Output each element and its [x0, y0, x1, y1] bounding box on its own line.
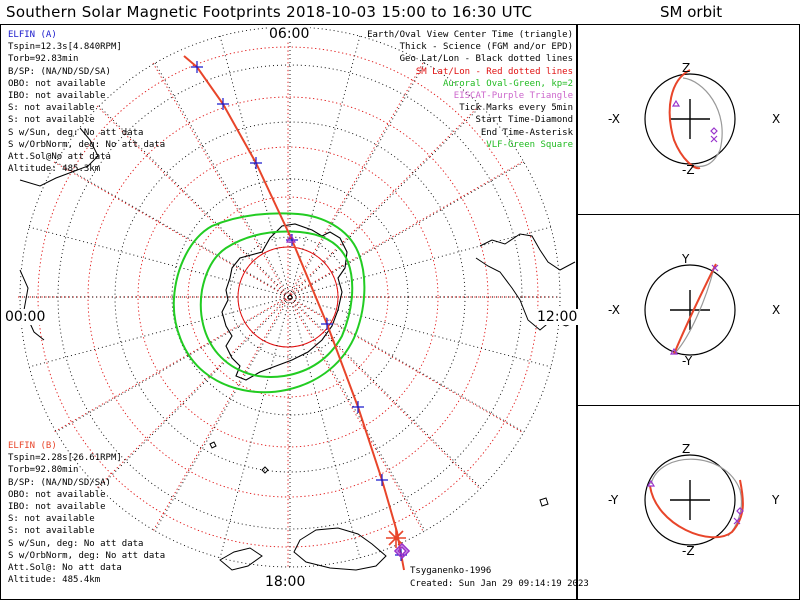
elfin-a-info-line: S: not available: [8, 115, 95, 126]
legend-entry: VLF-Green Square: [486, 139, 573, 150]
sm-pole-circle: [237, 246, 339, 348]
orbit-panel-1-drawing: [644, 69, 736, 170]
australia-coastline: [293, 527, 387, 571]
orbit-axis-label-right: X: [772, 112, 781, 126]
orbit-axis-label-left: -X: [608, 303, 620, 317]
view-center-triangle: [285, 233, 297, 243]
orbit-panel-title: SM orbit: [660, 3, 723, 21]
elfin-b-info-line: S w/OrbNorm, deg: No att data: [8, 550, 166, 561]
elfin-a-info-line: OBO: not available: [8, 78, 106, 89]
elfin-a-info-line: Altitude: 485.3km: [8, 164, 101, 175]
elfin-track: [183, 55, 405, 571]
time-label-bottom: 18:00: [264, 574, 307, 590]
geo-grid: [19, 26, 561, 568]
legend-entry: Thick - Science (FGM and/or EPD): [399, 42, 573, 53]
elfin-a-info-line: IBO: not available: [8, 91, 106, 102]
start-diamond-marker: [393, 542, 411, 560]
orbit-axis-label-top: Y: [682, 252, 690, 266]
elfin-b-info-line: Tspin=2.28s[26.61RPM]: [8, 453, 122, 464]
chart-title: Southern Solar Magnetic Footprints 2018-…: [6, 3, 533, 21]
elfin-b-info-line: Torb=92.80min: [8, 465, 79, 476]
elfin-a-info-line: Tspin=12.3s[4.840RPM]: [8, 42, 122, 53]
legend-entry: SM Lat/Lon - Red dotted lines: [415, 66, 573, 77]
elfin-a-info-line: Torb=92.83min: [8, 54, 79, 65]
antarctica-coastline: [221, 223, 348, 381]
legend-entry: Auroral Oval-Green, kp=2: [442, 78, 573, 89]
orbit-axis-label-top: Z: [682, 61, 691, 75]
elfin-b-info-line: Altitude: 485.4km: [8, 575, 101, 586]
elfin-b-info-line: ELFIN (B): [8, 441, 57, 451]
orbit-axis-label-bottom: -Z: [682, 544, 695, 558]
elfin-a-info: ELFIN (A) Tspin=12.3s[4.840RPM] Torb=92.83…: [8, 29, 165, 175]
elfin-b-info-line: B/SP: (NA/ND/SD/SA): [8, 477, 111, 488]
model-label: Tsyganenko-1996: [410, 566, 492, 576]
orbit-axis-label-bottom: -Z: [682, 163, 695, 177]
legend-entry: End Time-Asterisk: [480, 127, 573, 138]
legend-entry: Geo Lat/Lon - Black dotted lines: [399, 54, 573, 65]
elfin-a-info-line: S w/OrbNorm, deg: No att data: [8, 139, 166, 150]
legend: Earth/Oval View Center Time (triangle) Th…: [367, 29, 573, 151]
orbit-axis-label-bottom: -Y: [682, 354, 693, 368]
legend-entry: EISCAT-Purple Triangle: [453, 91, 573, 102]
orbit-panel-2-drawing: [644, 263, 736, 356]
auroral-oval-inner: [199, 230, 354, 378]
orbit-axis-label-top: Z: [682, 442, 691, 456]
legend-entry: Earth/Oval View Center Time (triangle): [367, 30, 573, 40]
orbit-axis-label-right: X: [772, 303, 781, 317]
orbit-axis-label-left: -X: [608, 112, 620, 126]
orbit-axis-label-right: Y: [772, 493, 780, 507]
legend-entry: Tick Marks every 5min: [459, 103, 573, 114]
elfin-b-info-line: IBO: not available: [8, 502, 106, 513]
orbit-axis-label-left: -Y: [608, 493, 619, 507]
elfin-b-info-line: OBO: not available: [8, 489, 106, 500]
elfin-a-info-line: S: not available: [8, 103, 95, 114]
time-label-top: 06:00: [268, 26, 311, 42]
elfin-b-info-line: S: not available: [8, 526, 95, 537]
orbit-panel-3-drawing: [644, 454, 744, 546]
elfin-b-info-line: S: not available: [8, 514, 95, 525]
end-asterisk-marker: [386, 528, 406, 548]
newzealand-coastline: [219, 547, 263, 571]
time-label-left: 00:00: [4, 309, 47, 325]
time-label-right: 12:00: [536, 309, 579, 325]
islands: [209, 441, 549, 507]
legend-entry: Start Time-Diamond: [475, 115, 573, 126]
created-label: Created: Sun Jan 29 09:14:19 2023: [410, 579, 589, 589]
elfin-a-info-line: S w/Sun, deg: No att data: [8, 127, 144, 138]
auroral-oval-outer: [172, 212, 366, 394]
elfin-a-info-line: ELFIN (A): [8, 30, 57, 40]
elfin-b-info-line: S w/Sun, deg: No att data: [8, 538, 144, 549]
elfin-a-info-line: Att.Sol@No att data: [8, 152, 111, 163]
elfin-b-info: ELFIN (B) Tspin=2.28s[26.61RPM] Torb=92.80…: [8, 440, 165, 586]
elfin-b-info-line: Att.Sol@: No att data: [8, 563, 122, 574]
elfin-a-info-line: B/SP: (NA/ND/SD/SA): [8, 66, 111, 77]
